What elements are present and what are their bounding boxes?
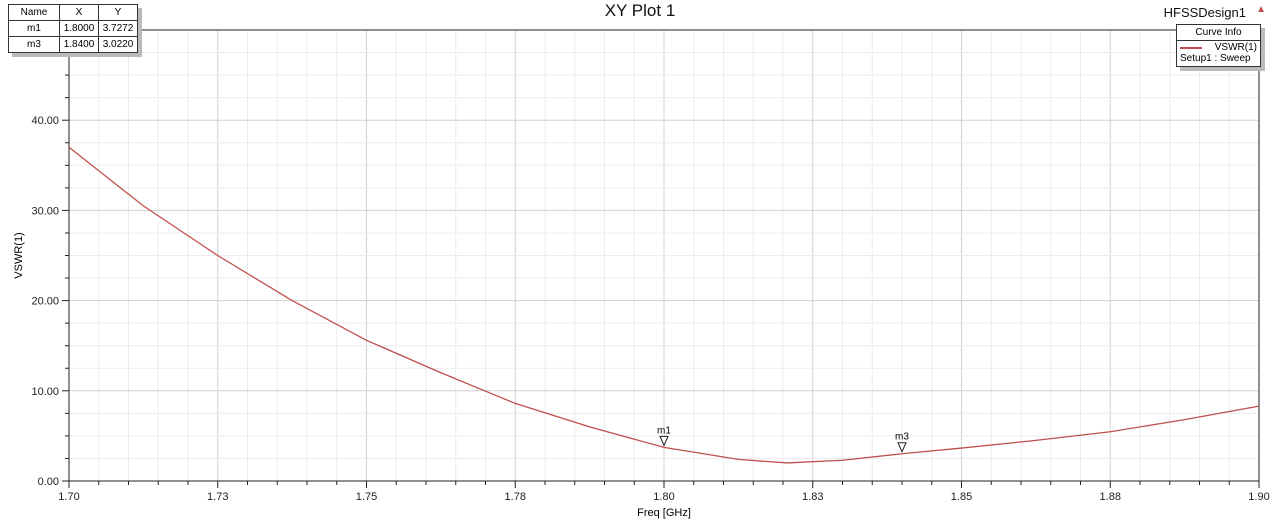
header-y: Y	[98, 4, 138, 21]
series-line-vswr	[68, 146, 1260, 464]
table-row[interactable]: m1 1.8000 3.7272	[8, 20, 138, 37]
legend-line-swatch	[1180, 46, 1202, 49]
marker-name: m1	[8, 20, 60, 37]
x-tick-label: 1.75	[356, 491, 377, 503]
x-tick-label: 1.83	[802, 491, 823, 503]
header-x: X	[59, 4, 99, 21]
header-name: Name	[8, 4, 60, 21]
legend-setup: Setup1 : Sweep	[1180, 53, 1251, 64]
marker-x: 1.8000	[59, 20, 99, 37]
y-tick-label: 0.00	[38, 476, 59, 488]
marker-table[interactable]: Name X Y m1 1.8000 3.7272 m3 1.8400 3.02…	[8, 4, 138, 53]
marker-y: 3.0220	[98, 36, 138, 53]
warning-triangle-icon[interactable]: ▲	[1256, 4, 1266, 15]
marker-triangle-icon	[659, 435, 669, 447]
x-tick-label: 1.85	[951, 491, 972, 503]
marker-x: 1.8400	[59, 36, 99, 53]
marker-y: 3.7272	[98, 20, 138, 37]
x-tick-label: 1.90	[1248, 491, 1269, 503]
x-tick-label: 1.80	[653, 491, 674, 503]
legend-series: VSWR(1)	[1214, 42, 1257, 53]
x-tick-label: 1.73	[207, 491, 228, 503]
marker-label: m1	[657, 425, 671, 436]
design-name: HFSSDesign1	[1163, 5, 1246, 20]
y-tick-label: 20.00	[31, 296, 59, 308]
y-tick-label: 40.00	[31, 115, 59, 127]
marker-label: m3	[895, 432, 909, 443]
marker-name: m3	[8, 36, 60, 53]
x-tick-label: 1.78	[505, 491, 526, 503]
curve-info-legend[interactable]: Curve Info VSWR(1) Setup1 : Sweep	[1176, 24, 1261, 67]
table-row[interactable]: m3 1.8400 3.0220	[8, 36, 138, 53]
marker-triangle-icon	[897, 442, 907, 453]
x-tick-label: 1.70	[58, 491, 79, 503]
y-axis-label: VSWR(1)	[13, 232, 25, 278]
x-tick-label: 1.88	[1100, 491, 1121, 503]
legend-title: Curve Info	[1177, 25, 1260, 41]
y-tick-label: 30.00	[31, 205, 59, 217]
chart-title: XY Plot 1	[604, 1, 676, 20]
marker-table-header: Name X Y	[8, 4, 138, 21]
y-tick-label: 10.00	[31, 386, 59, 398]
x-axis-label: Freq [GHz]	[637, 507, 691, 519]
